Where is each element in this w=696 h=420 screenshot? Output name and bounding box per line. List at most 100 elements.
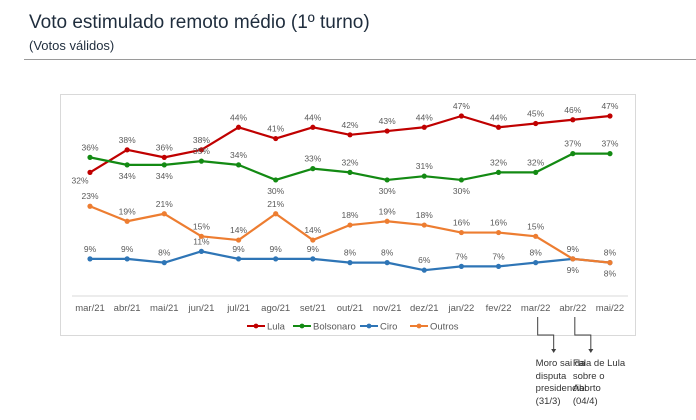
data-label: 14%: [230, 225, 247, 235]
data-label: 30%: [453, 186, 470, 196]
data-label: 9%: [567, 265, 580, 275]
data-point: [161, 162, 167, 168]
data-label: 34%: [230, 150, 247, 160]
data-label: 8%: [381, 248, 394, 258]
x-tick-label: dez/21: [410, 303, 439, 314]
data-label: 19%: [379, 206, 396, 216]
data-label: 23%: [81, 191, 98, 201]
data-point: [347, 260, 353, 266]
data-label: 47%: [601, 101, 618, 111]
data-label: 15%: [527, 221, 544, 231]
annotation-text: Fala de Lula sobre o Aborto (04/4): [572, 358, 626, 407]
data-point: [458, 229, 464, 236]
data-point: [384, 128, 390, 134]
data-label: 43%: [379, 116, 396, 126]
data-label: 36%: [156, 142, 173, 152]
data-label: 38%: [119, 135, 136, 145]
data-label: 32%: [71, 175, 88, 185]
data-label: 8%: [604, 269, 617, 279]
x-tick-label: jan/22: [447, 303, 474, 314]
data-label: 16%: [453, 218, 470, 228]
data-point: [198, 147, 205, 153]
data-label: 8%: [530, 248, 543, 258]
data-point: [235, 256, 242, 262]
data-label: 18%: [341, 210, 358, 220]
data-label: 9%: [121, 244, 134, 254]
data-label: 44%: [230, 112, 247, 122]
legend-item-ciro: Ciro: [360, 322, 397, 333]
x-tick-label: abr/21: [114, 303, 141, 314]
data-label: 9%: [84, 244, 97, 254]
data-point: [198, 248, 205, 254]
data-label: 7%: [492, 251, 505, 261]
data-point: [273, 135, 279, 142]
data-point: [347, 222, 353, 228]
data-label: 14%: [304, 225, 321, 235]
data-point: [495, 263, 502, 269]
data-label: 19%: [119, 206, 136, 216]
data-point: [273, 256, 279, 262]
data-point: [570, 117, 576, 123]
data-point: [495, 124, 502, 130]
data-point: [310, 124, 316, 130]
data-point: [273, 177, 279, 183]
data-label: 9%: [270, 244, 283, 254]
data-point: [421, 222, 427, 228]
legend-label: Bolsonaro: [313, 322, 356, 333]
data-point: [421, 173, 427, 179]
data-label: 30%: [267, 186, 284, 196]
data-point: [198, 233, 205, 239]
x-tick-label: nov/21: [373, 303, 402, 314]
data-point: [458, 113, 464, 119]
arrow-line: [537, 317, 555, 350]
data-point: [607, 151, 613, 157]
data-point: [533, 233, 539, 239]
data-label: 9%: [567, 244, 580, 254]
data-label: 6%: [418, 255, 431, 265]
legend-item-bolsonaro: Bolsonaro: [293, 322, 356, 333]
annotation-arrow: [574, 317, 594, 353]
data-label: 8%: [604, 248, 617, 258]
data-label: 31%: [416, 161, 433, 171]
arrow-line: [574, 317, 592, 350]
data-point: [87, 256, 93, 262]
data-point: [495, 229, 502, 236]
data-label: 44%: [490, 112, 507, 122]
data-label: 32%: [341, 157, 358, 167]
data-label: 44%: [304, 112, 321, 122]
series-bolsonaro: 36% 34% 34% 35% 34% 30% 33% 32% 30% 31% 30% 32% 32% 3…: [81, 139, 618, 196]
data-point: [533, 169, 539, 175]
x-tick-label: set/21: [300, 303, 326, 314]
series-lula: 32% 38% 36% 38% 44% 41% 44% 42% 43% 44% 47% 44% 45% 4…: [71, 101, 618, 185]
data-label: 41%: [267, 124, 284, 134]
data-point: [347, 169, 353, 175]
x-tick-label: jul/21: [226, 303, 250, 314]
x-tick-label: ago/21: [261, 303, 290, 314]
chart-frame: [60, 94, 636, 336]
legend-item-outros: Outros: [410, 322, 459, 333]
data-point: [124, 147, 130, 153]
series-ciro: 9% 9% 8% 11% 9% 9% 9% 8% 8% 6% 7% 7% 8% 9% 8%: [84, 236, 617, 273]
data-point: [458, 177, 464, 183]
data-point: [570, 151, 576, 157]
data-point: [235, 124, 242, 130]
data-point: [161, 154, 167, 160]
data-label: 44%: [416, 112, 433, 122]
legend-swatch-marker: [253, 323, 259, 329]
x-tick-label: jun/21: [187, 303, 214, 314]
legend-label: Outros: [430, 322, 459, 333]
data-label: 8%: [158, 248, 171, 258]
data-point: [273, 211, 279, 217]
data-point: [421, 124, 427, 130]
x-tick-label: mar/21: [75, 303, 105, 314]
data-point: [310, 237, 316, 243]
series-outros: 23% 19% 21% 15% 14% 21% 14% 18% 19% 18% 16% 16% 15% 9…: [81, 191, 616, 278]
data-point: [384, 260, 390, 266]
data-label: 18%: [416, 210, 433, 220]
x-tick-label: out/21: [337, 303, 363, 314]
legend-swatch-marker: [416, 323, 422, 329]
x-tick-label: mar/22: [521, 303, 551, 314]
legend-item-lula: Lula: [247, 322, 286, 333]
annotation-text: Moro sai da disputa presidencial (31/3): [535, 358, 587, 407]
